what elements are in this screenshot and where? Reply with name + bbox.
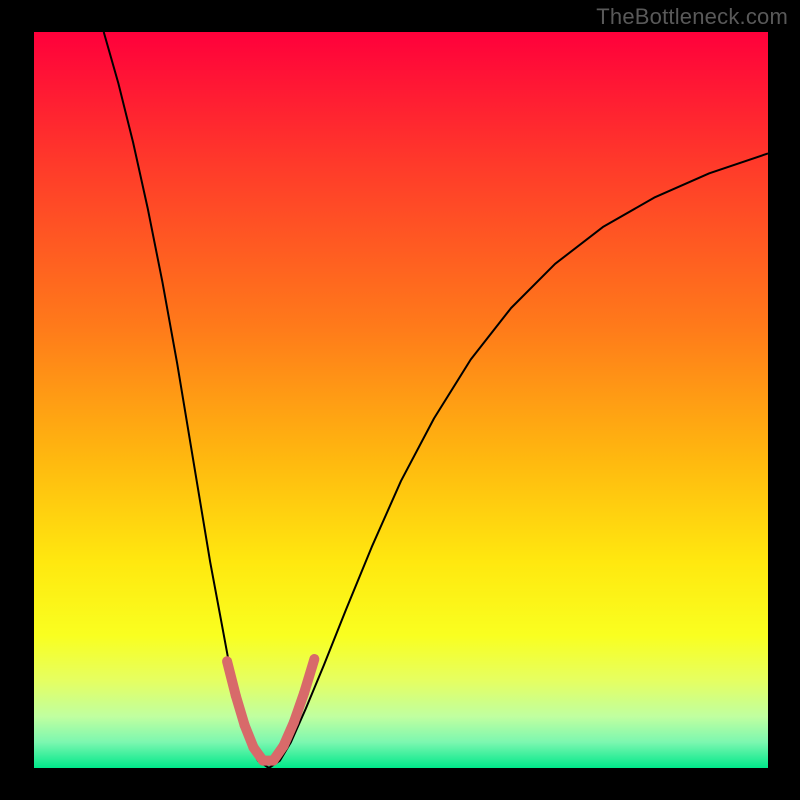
bottleneck-chart [0,0,800,800]
chart-frame: TheBottleneck.com [0,0,800,800]
plot-background [34,32,768,768]
